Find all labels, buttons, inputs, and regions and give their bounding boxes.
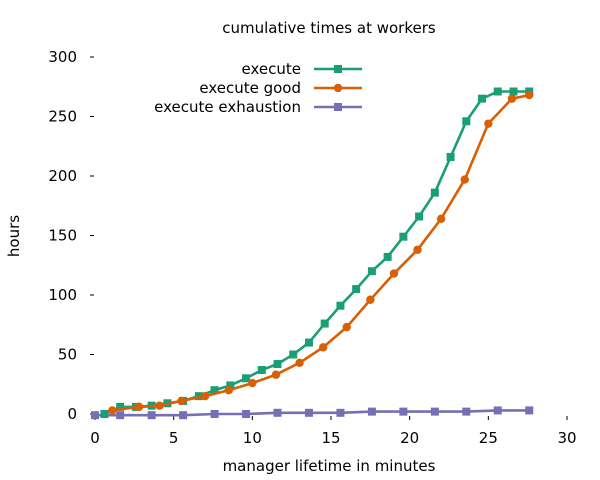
data-point bbox=[389, 269, 399, 278]
series-line-execute bbox=[103, 90, 530, 416]
data-point bbox=[493, 406, 502, 415]
legend-item-execute: execute bbox=[242, 60, 362, 78]
data-point bbox=[91, 411, 99, 420]
data-point bbox=[147, 411, 156, 420]
data-point bbox=[366, 295, 375, 304]
series-layer bbox=[91, 87, 534, 420]
data-point bbox=[248, 378, 257, 388]
data-point bbox=[383, 252, 392, 261]
y-tick-label: 0 bbox=[67, 405, 77, 423]
data-point bbox=[336, 301, 345, 310]
y-tick-label: 100 bbox=[48, 286, 77, 304]
data-point bbox=[295, 358, 304, 368]
legend-swatch-marker bbox=[334, 103, 342, 111]
data-point bbox=[210, 410, 219, 418]
series-execute-exhaustion bbox=[91, 406, 534, 420]
series-line-execute-good bbox=[112, 93, 530, 412]
data-point bbox=[134, 402, 144, 412]
data-point bbox=[242, 410, 251, 418]
data-point bbox=[100, 410, 109, 418]
y-axis-label: hours bbox=[5, 215, 23, 257]
legend-label: execute bbox=[242, 60, 301, 78]
x-tick-label: 20 bbox=[400, 429, 419, 447]
x-tick-label: 10 bbox=[243, 429, 262, 447]
series-execute-good bbox=[108, 90, 534, 415]
data-point bbox=[226, 381, 235, 390]
data-point bbox=[304, 408, 313, 417]
data-point bbox=[304, 338, 313, 347]
x-axis-label: manager lifetime in minutes bbox=[223, 457, 436, 475]
data-point bbox=[155, 401, 164, 410]
legend-item-execute-exhaustion: execute exhaustion bbox=[154, 98, 362, 116]
data-point bbox=[273, 408, 282, 417]
data-point bbox=[179, 411, 188, 420]
data-point bbox=[336, 408, 345, 417]
data-point bbox=[509, 87, 518, 96]
data-point bbox=[493, 87, 502, 96]
legend-swatch-marker bbox=[333, 83, 343, 93]
y-tick-label: 200 bbox=[48, 167, 77, 185]
series-execute bbox=[100, 87, 534, 418]
data-point bbox=[525, 90, 534, 100]
data-point bbox=[415, 212, 424, 221]
data-point bbox=[116, 402, 125, 411]
data-point bbox=[352, 285, 361, 294]
data-point bbox=[478, 94, 487, 103]
y-tick-label: 50 bbox=[58, 346, 77, 364]
legend-label: execute good bbox=[199, 79, 301, 97]
data-point bbox=[318, 343, 328, 352]
data-point bbox=[224, 386, 233, 395]
data-point bbox=[430, 407, 439, 416]
data-point bbox=[399, 407, 408, 416]
axes: 0 50 100 150 200 250 300 0 5 10 15 20 25 30 bbox=[48, 48, 576, 447]
chart-title: cumulative times at workers bbox=[222, 19, 436, 37]
data-point bbox=[367, 267, 376, 276]
data-point bbox=[242, 374, 251, 383]
data-point bbox=[462, 117, 471, 126]
y-tick-label: 300 bbox=[48, 48, 77, 66]
legend-swatch-marker bbox=[334, 65, 342, 73]
x-tick-label: 15 bbox=[321, 429, 340, 447]
data-point bbox=[413, 245, 422, 254]
x-tick-label: 0 bbox=[90, 429, 100, 447]
data-point bbox=[108, 406, 117, 415]
data-point bbox=[367, 407, 376, 416]
data-point bbox=[116, 411, 125, 420]
data-point bbox=[210, 386, 219, 395]
data-point bbox=[462, 407, 471, 416]
data-point bbox=[320, 319, 329, 328]
data-point bbox=[436, 214, 446, 224]
data-point bbox=[507, 94, 517, 103]
y-tick-label: 150 bbox=[48, 227, 77, 245]
data-point bbox=[342, 322, 351, 332]
legend-item-execute-good: execute good bbox=[199, 79, 362, 97]
data-point bbox=[460, 175, 469, 184]
data-point bbox=[200, 391, 210, 401]
legend-label: execute exhaustion bbox=[154, 98, 301, 116]
data-point bbox=[525, 406, 534, 415]
data-point bbox=[484, 119, 493, 128]
x-tick-label: 5 bbox=[169, 429, 179, 447]
data-point bbox=[273, 360, 282, 369]
data-point bbox=[257, 365, 266, 374]
x-tick-label: 25 bbox=[479, 429, 498, 447]
data-point bbox=[177, 396, 186, 406]
data-point bbox=[271, 370, 281, 379]
y-tick-label: 250 bbox=[48, 108, 77, 126]
x-tick-label: 30 bbox=[557, 429, 576, 447]
data-point bbox=[446, 152, 455, 161]
data-point bbox=[430, 188, 439, 197]
data-point bbox=[399, 232, 408, 241]
data-point bbox=[289, 350, 298, 359]
